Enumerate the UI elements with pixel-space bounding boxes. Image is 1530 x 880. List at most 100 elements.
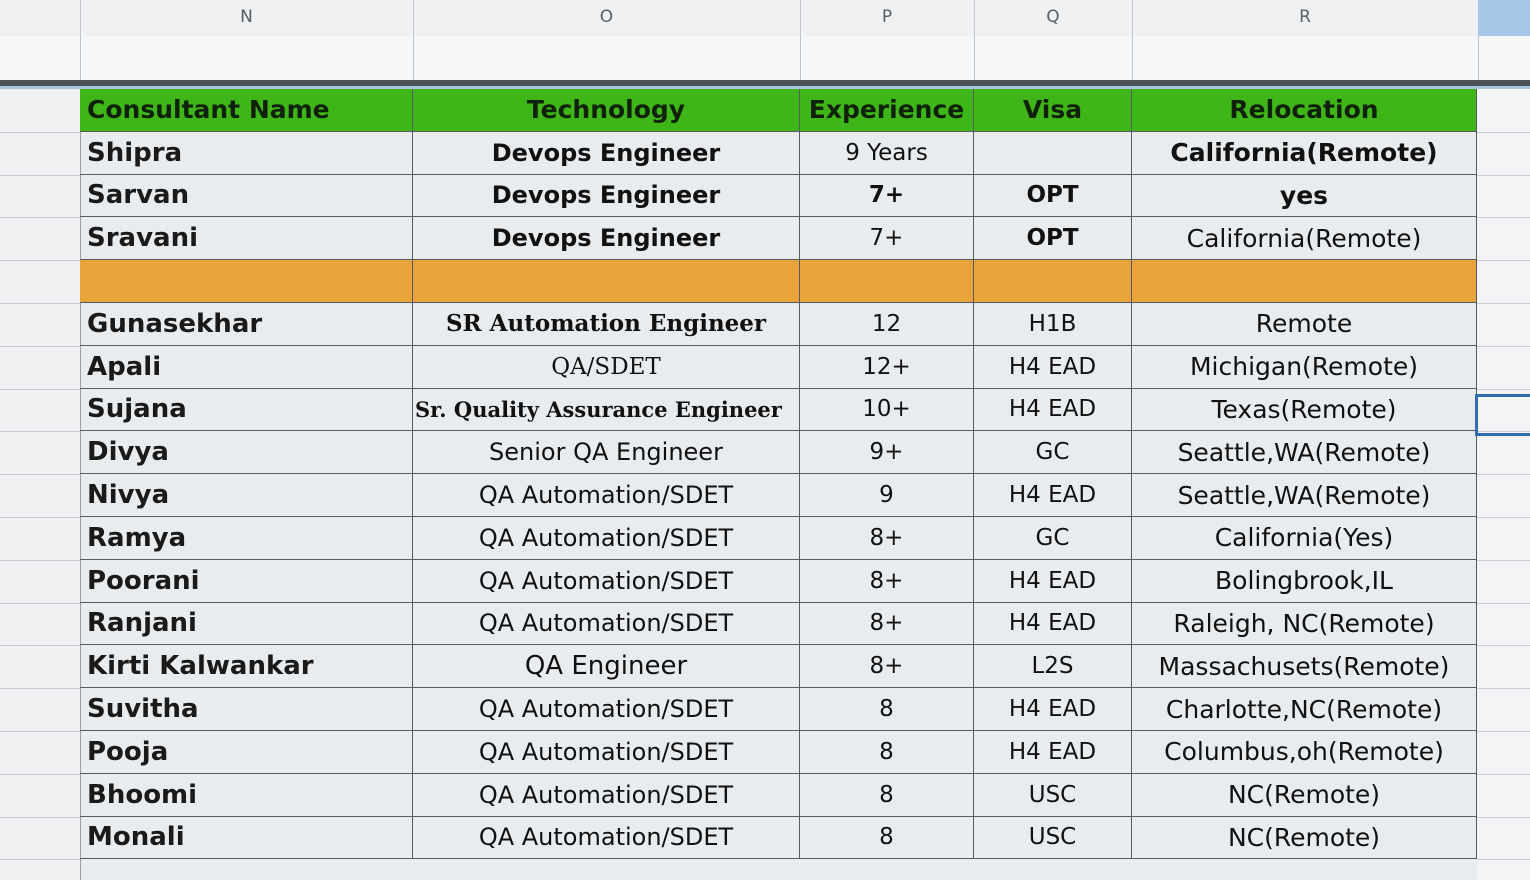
cell-relocation[interactable]: Seattle,WA(Remote) [1132,431,1477,474]
separator-cell[interactable] [413,260,800,302]
cell-experience[interactable]: 9+ [800,431,974,474]
cell-experience[interactable]: 10+ [800,388,974,431]
cell-name[interactable]: Kirti Kalwankar [80,645,413,688]
header-consultant-name[interactable]: Consultant Name [80,89,413,131]
cell-relocation[interactable]: Bolingbrook,IL [1132,559,1477,602]
separator-cell[interactable] [800,260,974,302]
cell-experience[interactable]: 8 [800,773,974,816]
select-all-corner[interactable] [0,0,81,36]
row-header-gutter[interactable] [0,89,81,880]
cell-technology[interactable]: Devops Engineer [413,174,800,217]
cell-experience[interactable]: 8+ [800,602,974,645]
cell-relocation[interactable]: Michigan(Remote) [1132,345,1477,388]
cell-name[interactable]: Monali [80,816,413,859]
cell-relocation[interactable]: Charlotte,NC(Remote) [1132,688,1477,730]
header-relocation[interactable]: Relocation [1132,89,1477,131]
cell-experience[interactable]: 9 [800,474,974,516]
cell-relocation[interactable]: Columbus,oh(Remote) [1132,730,1477,773]
cell-experience[interactable]: 9 Years [800,131,974,174]
cell-visa[interactable]: H4 EAD [974,559,1132,602]
cell-technology[interactable]: Devops Engineer [413,217,800,260]
cell-visa[interactable]: OPT [974,174,1132,217]
cell-visa[interactable]: H4 EAD [974,388,1132,431]
cell-experience[interactable]: 12+ [800,345,974,388]
cell-experience[interactable]: 8+ [800,559,974,602]
cell-technology[interactable]: Sr. Quality Assurance Engineer [413,388,800,431]
cell-technology[interactable]: QA Automation/SDET [413,773,800,816]
next-column-cells[interactable] [1477,89,1530,880]
cell-name[interactable]: Shipra [80,131,413,174]
cell-visa[interactable]: USC [974,816,1132,859]
column-header-n[interactable]: N [80,0,414,36]
cell-technology[interactable]: QA Automation/SDET [413,730,800,773]
cell-visa[interactable] [974,131,1132,174]
cell-experience[interactable]: 7+ [800,217,974,260]
header-technology[interactable]: Technology [413,89,800,131]
cell-technology[interactable]: Senior QA Engineer [413,431,800,474]
active-cell-selection[interactable] [1475,394,1530,436]
cell-name[interactable]: Bhoomi [80,773,413,816]
cell-name[interactable]: Sarvan [80,174,413,217]
column-header-o[interactable]: O [413,0,801,36]
cell-visa[interactable]: H4 EAD [974,688,1132,730]
cell-visa[interactable]: H4 EAD [974,345,1132,388]
cell-technology[interactable]: QA Automation/SDET [413,516,800,559]
cell-relocation[interactable]: California(Remote) [1132,131,1477,174]
cell-relocation[interactable]: Texas(Remote) [1132,388,1477,431]
cell-experience[interactable]: 7+ [800,174,974,217]
cell-relocation[interactable]: California(Yes) [1132,516,1477,559]
cell-visa[interactable]: OPT [974,217,1132,260]
cell-name[interactable]: Poorani [80,559,413,602]
cell-relocation[interactable]: Raleigh, NC(Remote) [1132,602,1477,645]
empty-row[interactable] [0,36,1530,80]
column-header-r[interactable]: R [1132,0,1479,36]
header-experience[interactable]: Experience [800,89,974,131]
cell-name[interactable]: Divya [80,431,413,474]
cell-name[interactable]: Sravani [80,217,413,260]
cell-name[interactable]: Ramya [80,516,413,559]
cell-name[interactable]: Suvitha [80,688,413,730]
cell-visa[interactable]: H4 EAD [974,730,1132,773]
cell-visa[interactable]: GC [974,516,1132,559]
cell-experience[interactable]: 8+ [800,516,974,559]
cell-name[interactable]: Nivya [80,474,413,516]
cell-relocation[interactable]: Remote [1132,302,1477,345]
cell-relocation[interactable]: NC(Remote) [1132,773,1477,816]
cell-visa[interactable]: H4 EAD [974,602,1132,645]
column-header-p[interactable]: P [800,0,975,36]
cell-technology[interactable]: Devops Engineer [413,131,800,174]
cell-technology[interactable]: QA Automation/SDET [413,688,800,730]
cell-technology[interactable]: QA Engineer [413,645,800,688]
cell-visa[interactable]: L2S [974,645,1132,688]
cell-technology[interactable]: SR Automation Engineer [413,302,800,345]
cell-technology[interactable]: QA Automation/SDET [413,602,800,645]
cell-relocation[interactable]: Seattle,WA(Remote) [1132,474,1477,516]
cell-relocation[interactable]: California(Remote) [1132,217,1477,260]
cell-name[interactable]: Sujana [80,388,413,431]
cell-visa[interactable]: H4 EAD [974,474,1132,516]
column-header-q[interactable]: Q [974,0,1133,36]
cell-experience[interactable]: 8 [800,816,974,859]
cell-technology[interactable]: QA/SDET [413,345,800,388]
header-visa[interactable]: Visa [974,89,1132,131]
cell-visa[interactable]: USC [974,773,1132,816]
cell-name[interactable]: Ranjani [80,602,413,645]
separator-cell[interactable] [1132,260,1477,302]
cell-visa[interactable]: H1B [974,302,1132,345]
column-header-selected[interactable] [1478,0,1530,42]
separator-cell[interactable] [974,260,1132,302]
freeze-pane-divider[interactable] [0,80,1530,86]
cell-experience[interactable]: 8 [800,688,974,730]
cell-technology[interactable]: QA Automation/SDET [413,816,800,859]
cell-relocation[interactable]: yes [1132,174,1477,217]
cell-name[interactable]: Apali [80,345,413,388]
cell-technology[interactable]: QA Automation/SDET [413,474,800,516]
cell-name[interactable]: Gunasekhar [80,302,413,345]
cell-experience[interactable]: 8+ [800,645,974,688]
cell-relocation[interactable]: NC(Remote) [1132,816,1477,859]
cell-relocation[interactable]: Massachusets(Remote) [1132,645,1477,688]
cell-name[interactable]: Pooja [80,730,413,773]
cell-experience[interactable]: 12 [800,302,974,345]
separator-cell[interactable] [80,260,413,302]
cell-visa[interactable]: GC [974,431,1132,474]
